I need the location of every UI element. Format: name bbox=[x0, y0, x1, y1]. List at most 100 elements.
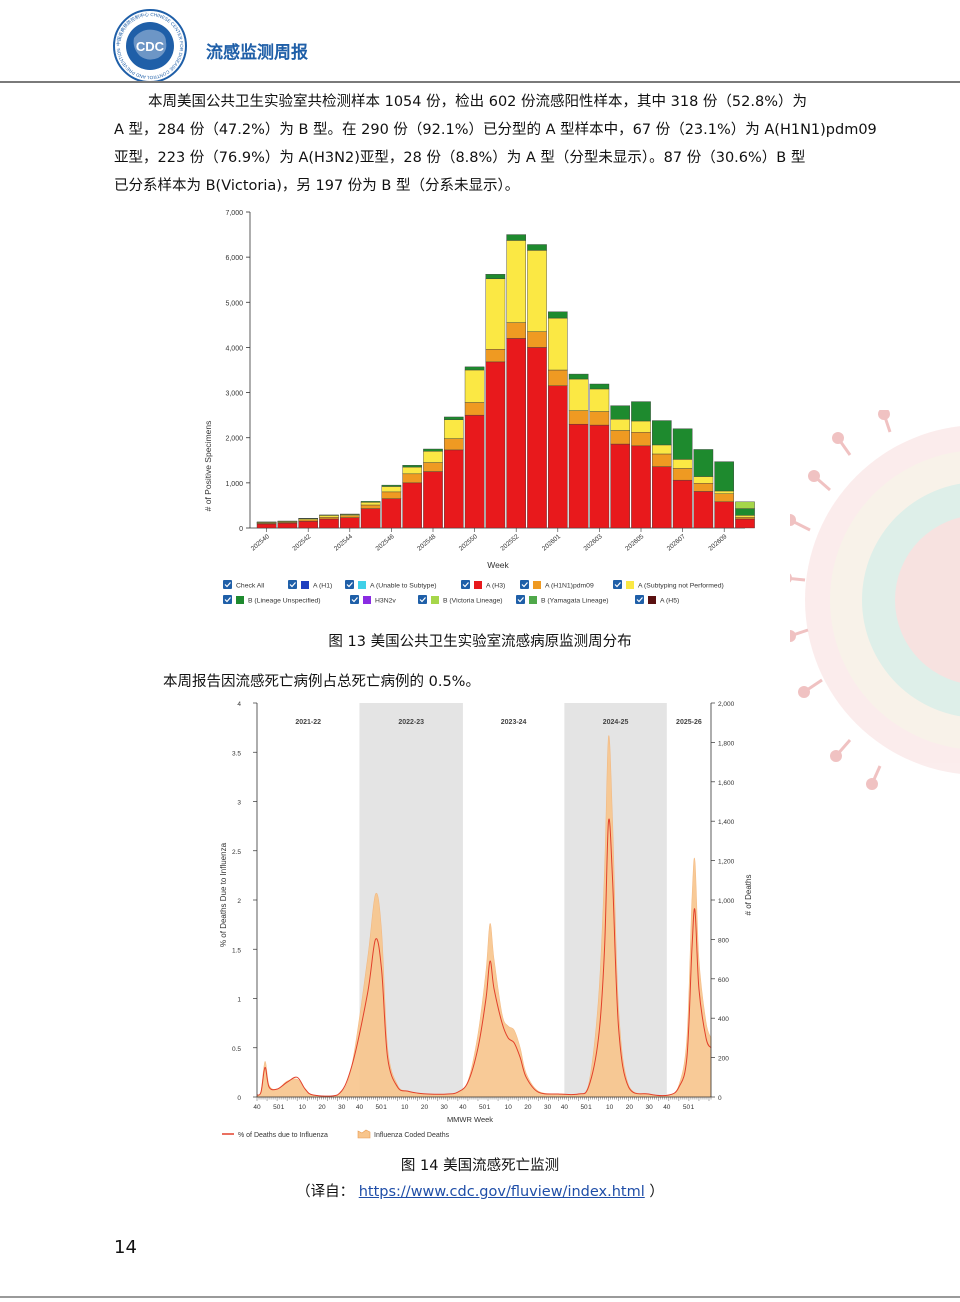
chart1-y-tick-label: 2,000 bbox=[225, 436, 243, 443]
chart1-bar-segment bbox=[277, 520, 298, 522]
chart1-bars bbox=[256, 234, 755, 529]
chart2-x-tick-label: 50 bbox=[683, 1104, 691, 1111]
chart1-legend-checkbox bbox=[520, 580, 529, 589]
chart2-right-tick-label: 1,000 bbox=[718, 898, 735, 905]
chart1-bar-segment bbox=[652, 453, 672, 467]
chart2-series bbox=[256, 735, 712, 1098]
source-prefix: （译自： bbox=[296, 1184, 355, 1200]
chart1-bar-segment bbox=[443, 419, 464, 439]
logo-text: CDC bbox=[136, 39, 165, 54]
chart1-y-tick-label: 1,000 bbox=[225, 481, 243, 488]
header-divider bbox=[0, 81, 960, 83]
chart2-x-tick-label: 40 bbox=[253, 1104, 261, 1111]
chart2-right-axis-label: # of Deaths bbox=[744, 875, 753, 916]
chart1-x-tick-label: 202552 bbox=[499, 533, 520, 553]
chart1-bar-segment bbox=[443, 449, 464, 529]
chart1-y-tick-label: 3,000 bbox=[225, 391, 243, 398]
chart2-right-tick-label: 600 bbox=[718, 977, 729, 984]
check-icon bbox=[636, 597, 643, 603]
chart1-bar-segment bbox=[568, 423, 589, 529]
paragraph-line: 已分系样本为 B(Victoria)，另 197 份为 B 型（分系未显示）。 bbox=[114, 178, 520, 194]
chart2-legend: % of Deaths due to Influenza Influenza Co… bbox=[222, 1129, 450, 1139]
chart1-bar-segment bbox=[443, 438, 464, 451]
chart1-y-tick-label: 4,000 bbox=[225, 345, 243, 352]
paragraph-line: A 型，284 份（47.2%）为 B 型。在 290 份（92.1%）已分型的… bbox=[114, 122, 877, 138]
chart1-bar-segment bbox=[339, 513, 360, 515]
chart1-bar-segment bbox=[672, 479, 693, 529]
chart2-left-tick-label: 1.5 bbox=[232, 947, 241, 954]
chart1-legend-label: B (Lineage Unspecified) bbox=[248, 598, 321, 605]
chart2-left-tick-label: 2.5 bbox=[232, 849, 241, 856]
check-icon bbox=[517, 597, 524, 603]
chart1-bar-segment bbox=[631, 401, 651, 422]
chart2-right-tick-label: 400 bbox=[718, 1016, 729, 1023]
chart1-bar-segment bbox=[610, 405, 631, 420]
chart1-bar-segment bbox=[610, 419, 631, 431]
chart1-bar-segment bbox=[693, 483, 714, 492]
chart1-legend-swatch bbox=[431, 596, 439, 604]
chart1-y-tick-label: 7,000 bbox=[225, 210, 243, 217]
chart1-legend-checkbox bbox=[350, 595, 359, 604]
chart1-bar-segment bbox=[735, 501, 755, 509]
page-number: 14 bbox=[114, 1237, 137, 1258]
chart1-bar-segment bbox=[714, 490, 734, 494]
chart2-season-label: 2023-24 bbox=[501, 719, 527, 726]
chart1-x-tick-label: 202542 bbox=[291, 533, 312, 553]
chart1-legend-box bbox=[221, 575, 743, 611]
chart2-x-tick-label: 10 bbox=[505, 1104, 513, 1111]
chart2-x-tick-label: 10 bbox=[401, 1104, 409, 1111]
chart1-bar-segment bbox=[485, 274, 506, 280]
chart1-bar-segment bbox=[319, 515, 339, 518]
chart2-x-axis-label: MMWR Week bbox=[447, 1115, 493, 1124]
chart1-bar-segment bbox=[610, 430, 631, 445]
chart2-axes: 00.511.522.533.5402004006008001,0001,200… bbox=[232, 701, 735, 1111]
chart2-right-tick-label: 1,200 bbox=[718, 859, 735, 866]
chart1-legend-swatch bbox=[363, 596, 371, 604]
chart2-left-axis-label: % of Deaths Due to Influenza bbox=[219, 842, 228, 947]
chart1-legend-swatch bbox=[301, 581, 309, 589]
chart1-bar-segment bbox=[464, 369, 485, 403]
chart1-bar-segment bbox=[402, 465, 423, 468]
chart1-legend-label: A (Unable to Subtype) bbox=[370, 583, 437, 590]
chart1-bar-segment bbox=[568, 410, 589, 425]
chart1-legend-label: H3N2v bbox=[375, 598, 396, 605]
chart1-bar-segment bbox=[423, 471, 443, 529]
chart1-legend-swatch bbox=[474, 581, 482, 589]
check-icon bbox=[224, 582, 231, 588]
chart1-bar-segment bbox=[443, 416, 464, 420]
positive-specimens-bar-chart: 0 1,000 2,000 3,000 4,000 5,000 6,000 7,000 2025… bbox=[203, 210, 755, 611]
chart1-bar-segment bbox=[548, 317, 568, 371]
chart1-bar-segment bbox=[360, 502, 381, 506]
chart1-legend-swatch bbox=[358, 581, 366, 589]
chart2-legend-label: Influenza Coded Deaths bbox=[374, 1132, 450, 1139]
chart1-bar-segment bbox=[298, 521, 318, 529]
chart2-percent-deaths-line bbox=[256, 818, 712, 1097]
chart1-x-axis-label: Week bbox=[487, 560, 509, 570]
chart1-bar-segment bbox=[402, 473, 423, 484]
chart1-legend-label: Check All bbox=[236, 583, 265, 590]
chart1-legend-swatch bbox=[529, 596, 537, 604]
chart2-left-tick-label: 0 bbox=[237, 1095, 241, 1102]
chart1-y-tick-label: 6,000 bbox=[225, 255, 243, 262]
source-link[interactable]: https://www.cdc.gov/fluview/index.html bbox=[358, 1184, 645, 1200]
chart1-bar-segment bbox=[256, 521, 277, 523]
chart1-bar-segment bbox=[277, 522, 298, 529]
chart2-legend-label: % of Deaths due to Influenza bbox=[238, 1132, 328, 1139]
influenza-deaths-chart: 2021-22 2022-23 2023-24 2024-25 2025-26 0 0.5… bbox=[219, 701, 753, 1139]
chart1-bar-segment bbox=[693, 491, 714, 529]
chart1-legend-label: B (Victoria Lineage) bbox=[443, 598, 503, 605]
chart1-bar-segment bbox=[506, 338, 527, 529]
chart1-legend-label: B (Yamagata Lineage) bbox=[541, 598, 609, 605]
chart1-bar-segment bbox=[652, 420, 672, 446]
check-icon bbox=[351, 597, 358, 603]
chart1-legend-checkbox bbox=[288, 580, 297, 589]
chart1-bar-segment bbox=[548, 311, 568, 319]
chart1-y-tick-label: 0 bbox=[239, 526, 243, 533]
chart2-right-tick-label: 2,000 bbox=[718, 701, 735, 708]
chart2-x-tick-label: 1 bbox=[691, 1104, 695, 1111]
figure-13-caption: 图 13 美国公共卫生实验室流感病原监测周分布 bbox=[328, 634, 632, 650]
chart1-bar-segment bbox=[527, 331, 547, 348]
chart1-bar-segment bbox=[319, 518, 339, 529]
chart2-x-tick-label: 1 bbox=[383, 1104, 387, 1111]
chart2-x-tick-label: 20 bbox=[318, 1104, 326, 1111]
